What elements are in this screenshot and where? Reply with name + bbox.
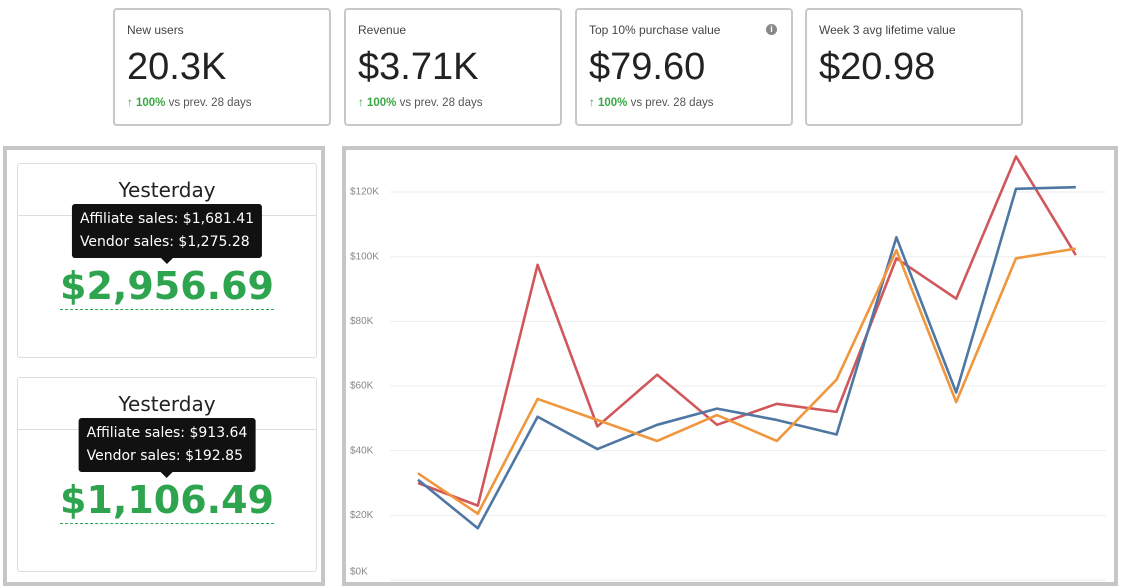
- kpi-label: Top 10% purchase value: [589, 23, 721, 37]
- y-tick-label: $20K: [350, 510, 374, 521]
- chart-panel: $0K $20K $40K $60K $80K $100K $120K: [342, 146, 1118, 586]
- kpi-value: $20.98: [819, 46, 936, 88]
- sales-card: Yesterday Affiliate sales: $1,681.41 Ven…: [17, 163, 317, 358]
- series-line: [417, 247, 1077, 516]
- sales-card: Yesterday Affiliate sales: $913.64 Vendo…: [17, 377, 317, 572]
- y-tick-label: $100K: [350, 251, 379, 262]
- sales-total[interactable]: $2,956.69: [60, 264, 274, 310]
- kpi-value: 20.3K: [127, 46, 227, 88]
- series-line: [417, 185, 1076, 530]
- tooltip-line: Affiliate sales: $913.64: [86, 425, 248, 441]
- y-tick-label: $0K: [350, 567, 368, 578]
- kpi-label: New users: [127, 23, 184, 37]
- kpi-card: Revenue $3.71K ↑ 100% vs prev. 28 days: [344, 8, 562, 126]
- tooltip: Affiliate sales: $1,681.41 Vendor sales:…: [71, 204, 263, 264]
- kpi-change-note: vs prev. 28 days: [168, 97, 252, 109]
- kpi-value: $79.60: [589, 46, 706, 88]
- y-tick-label: $120K: [350, 187, 379, 198]
- kpi-change-note: vs prev. 28 days: [630, 97, 714, 109]
- kpi-change-value: 100%: [366, 97, 397, 109]
- kpi-card: Week 3 avg lifetime value $20.98: [805, 8, 1023, 126]
- y-tick-label: $80K: [350, 316, 374, 327]
- kpi-change-value: 100%: [597, 97, 628, 109]
- kpi-change-value: 100%: [135, 97, 166, 109]
- info-icon[interactable]: i: [766, 24, 777, 35]
- kpi-change-note: vs prev. 28 days: [399, 97, 483, 109]
- tooltip: Affiliate sales: $913.64 Vendor sales: $…: [78, 418, 256, 478]
- tooltip-line: Vendor sales: $192.85: [86, 448, 243, 464]
- kpi-change: ↑ 100% vs prev. 28 days: [127, 97, 252, 109]
- kpi-label: Revenue: [358, 23, 407, 37]
- sales-title: Yesterday: [118, 392, 216, 416]
- sales-total[interactable]: $1,106.49: [60, 478, 274, 524]
- sales-title: Yesterday: [118, 178, 216, 202]
- kpi-change: ↑ 100% vs prev. 28 days: [589, 97, 714, 109]
- kpi-value: $3.71K: [358, 46, 479, 88]
- y-tick-label: $40K: [350, 445, 374, 456]
- kpi-card: New users 20.3K ↑ 100% vs prev. 28 days: [113, 8, 331, 126]
- kpi-card: Top 10% purchase value i $79.60 ↑ 100% v…: [575, 8, 793, 126]
- sales-panel: Yesterday Affiliate sales: $1,681.41 Ven…: [3, 146, 325, 586]
- chart: $0K $20K $40K $60K $80K $100K $120K: [350, 155, 1106, 581]
- sales-total-wrap: $2,956.69: [18, 264, 316, 310]
- sales-total-wrap: $1,106.49: [18, 478, 316, 524]
- tooltip-line: Affiliate sales: $1,681.41: [79, 211, 255, 227]
- tooltip-line: Vendor sales: $1,275.28: [79, 234, 250, 250]
- kpi-change: ↑ 100% vs prev. 28 days: [358, 97, 483, 109]
- y-tick-label: $60K: [350, 381, 374, 392]
- kpi-label: Week 3 avg lifetime value: [819, 23, 956, 37]
